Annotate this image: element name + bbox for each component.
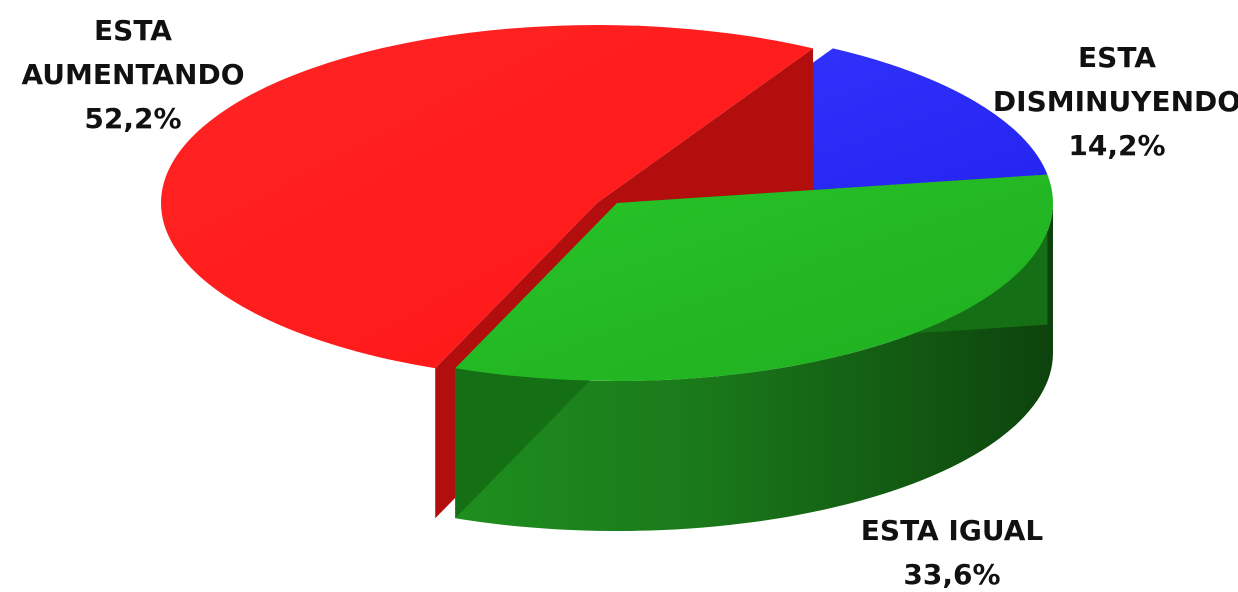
slice-label-0: ESTA AUMENTANDO 52,2% [21,14,244,135]
slice-value-1: 14,2% [1068,129,1165,162]
slice-label-line-1-1: DISMINUYENDO [993,85,1238,118]
pie-slice-2 [455,174,1053,531]
slice-label-1: ESTA DISMINUYENDO 14,2% [993,41,1238,162]
slice-value-2: 33,6% [903,558,1000,591]
slice-label-line-2-0: ESTA IGUAL [861,514,1044,547]
slice-label-line-0-1: AUMENTANDO [21,58,244,91]
slice-value-0: 52,2% [84,102,181,135]
slice-label-line-0-0: ESTA [94,14,172,47]
slice-label-2: ESTA IGUAL 33,6% [861,514,1044,591]
slice-label-line-1-0: ESTA [1078,41,1156,74]
